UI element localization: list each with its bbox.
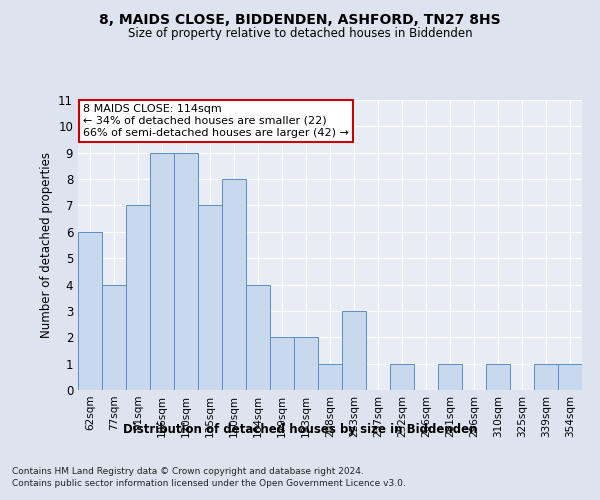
Bar [486,364,510,390]
Bar [342,311,366,390]
Bar [270,338,294,390]
Bar [102,284,126,390]
Text: Contains HM Land Registry data © Crown copyright and database right 2024.: Contains HM Land Registry data © Crown c… [12,468,364,476]
Bar [126,206,150,390]
Bar [198,206,222,390]
Text: Contains public sector information licensed under the Open Government Licence v3: Contains public sector information licen… [12,479,406,488]
Text: 8 MAIDS CLOSE: 114sqm
← 34% of detached houses are smaller (22)
66% of semi-deta: 8 MAIDS CLOSE: 114sqm ← 34% of detached … [83,104,349,138]
Y-axis label: Number of detached properties: Number of detached properties [40,152,53,338]
Bar [150,152,174,390]
Text: Distribution of detached houses by size in Biddenden: Distribution of detached houses by size … [123,422,477,436]
Bar [318,364,342,390]
Bar [390,364,414,390]
Bar [174,152,198,390]
Bar [294,338,318,390]
Bar [558,364,582,390]
Bar [246,284,270,390]
Bar [78,232,102,390]
Bar [222,179,246,390]
Text: 8, MAIDS CLOSE, BIDDENDEN, ASHFORD, TN27 8HS: 8, MAIDS CLOSE, BIDDENDEN, ASHFORD, TN27… [99,12,501,26]
Bar [534,364,558,390]
Bar [438,364,462,390]
Text: Size of property relative to detached houses in Biddenden: Size of property relative to detached ho… [128,28,472,40]
